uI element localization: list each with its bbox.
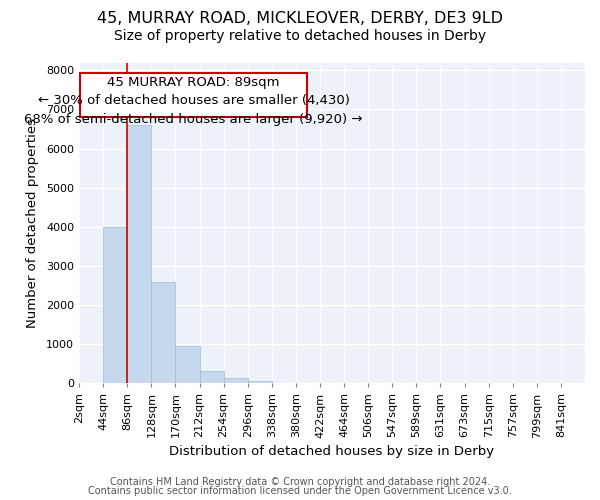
Bar bbox=[103, 227, 127, 384]
Text: Contains HM Land Registry data © Crown copyright and database right 2024.: Contains HM Land Registry data © Crown c… bbox=[110, 477, 490, 487]
Text: 45 MURRAY ROAD: 89sqm
← 30% of detached houses are smaller (4,430)
68% of semi-d: 45 MURRAY ROAD: 89sqm ← 30% of detached … bbox=[24, 76, 363, 126]
Bar bbox=[248, 382, 272, 384]
Y-axis label: Number of detached properties: Number of detached properties bbox=[26, 118, 39, 328]
Bar bbox=[224, 378, 248, 384]
Bar bbox=[127, 125, 151, 384]
Bar bbox=[200, 372, 224, 384]
X-axis label: Distribution of detached houses by size in Derby: Distribution of detached houses by size … bbox=[169, 444, 494, 458]
Bar bbox=[175, 346, 200, 384]
Bar bbox=[151, 282, 175, 384]
Text: 45, MURRAY ROAD, MICKLEOVER, DERBY, DE3 9LD: 45, MURRAY ROAD, MICKLEOVER, DERBY, DE3 … bbox=[97, 11, 503, 26]
Text: Size of property relative to detached houses in Derby: Size of property relative to detached ho… bbox=[114, 29, 486, 43]
FancyBboxPatch shape bbox=[80, 74, 307, 116]
Text: Contains public sector information licensed under the Open Government Licence v3: Contains public sector information licen… bbox=[88, 486, 512, 496]
